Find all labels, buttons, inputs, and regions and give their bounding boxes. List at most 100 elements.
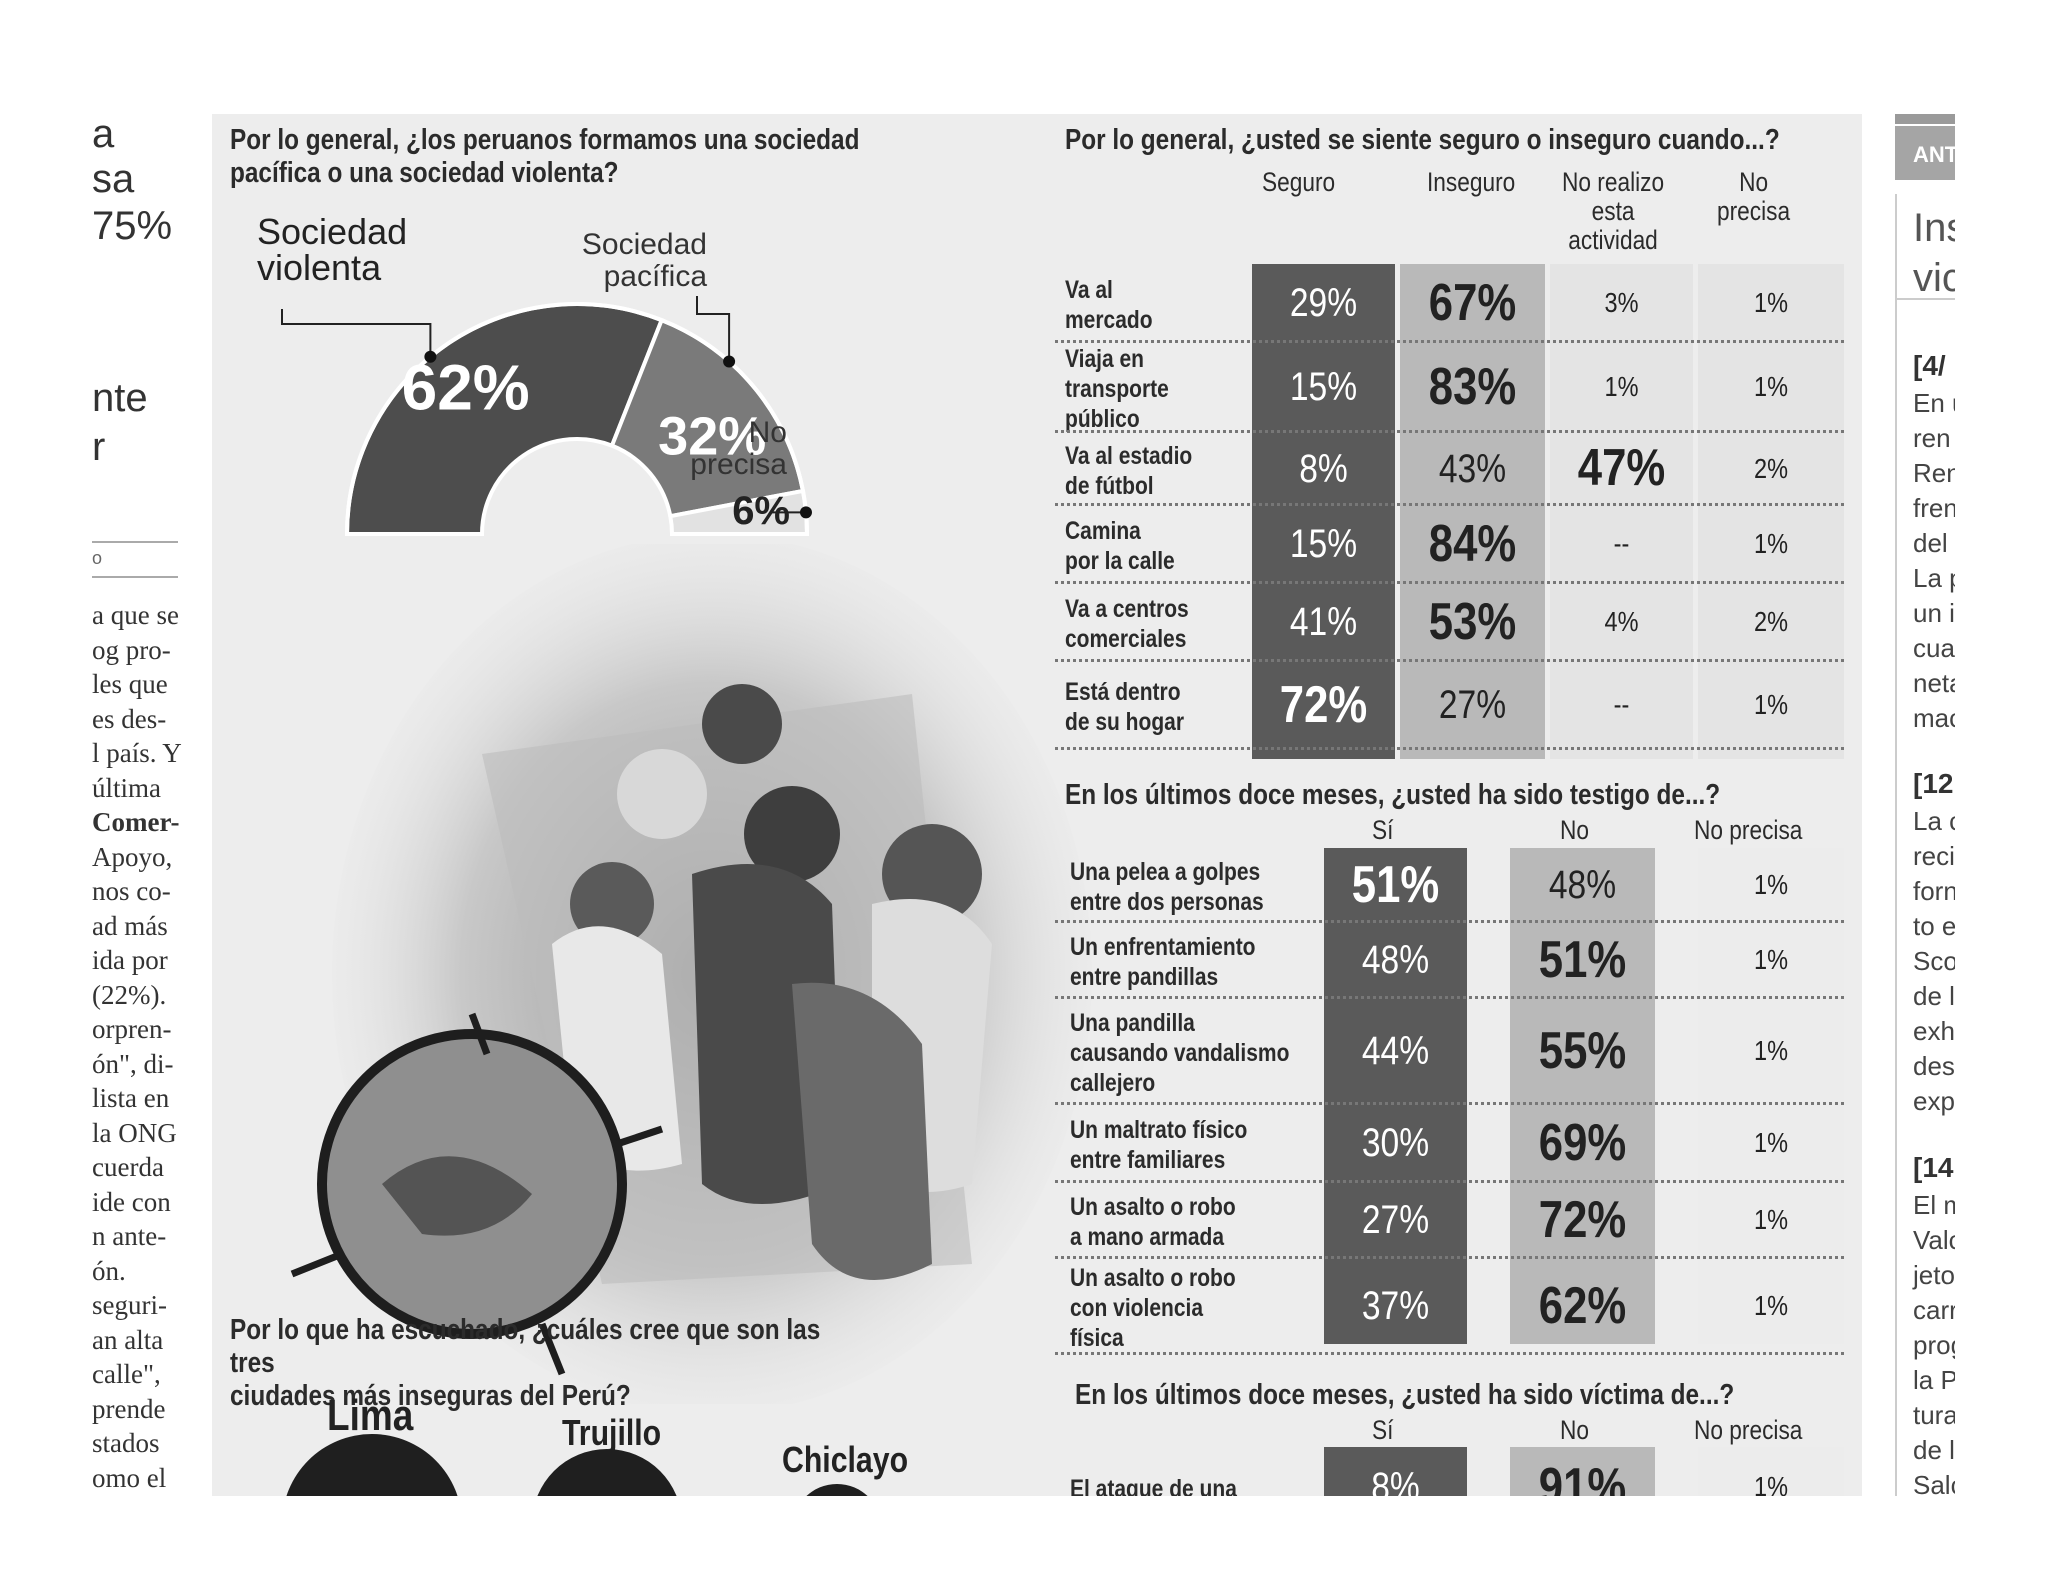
section-line: to ex xyxy=(1913,911,1955,941)
section-line: cua xyxy=(1913,633,1955,663)
section-line: La p xyxy=(1913,563,1955,593)
row-label: Viaja en transporte público xyxy=(1065,344,1169,434)
q1-title: Por lo general, ¿los peruanos formamos u… xyxy=(230,124,859,190)
city-label: Chiclayo xyxy=(782,1439,909,1480)
cell-value: 3% xyxy=(1604,287,1639,319)
left-body-line: es des- xyxy=(92,703,167,734)
row-label-line: público xyxy=(1065,405,1140,433)
left-body-line: seguri- xyxy=(92,1290,167,1320)
row-label-line: de su hogar xyxy=(1065,708,1185,736)
section-line: de la xyxy=(1913,981,1955,1011)
city-bubble xyxy=(792,1484,882,1496)
row-label: Un enfrentamiento entre pandillas xyxy=(1070,932,1256,992)
cell-value: 1% xyxy=(1753,944,1788,976)
cell-value: 72% xyxy=(1538,1190,1627,1249)
column-band xyxy=(1698,1447,1844,1496)
cell-value: 44% xyxy=(1361,1029,1430,1073)
column-header-line: actividad xyxy=(1568,225,1658,255)
section-line: La c xyxy=(1913,806,1955,836)
row-label: Un maltrato físico entre familiares xyxy=(1070,1115,1247,1175)
category-label: No xyxy=(749,416,787,449)
row-label-line: por la calle xyxy=(1065,547,1175,575)
q1-title-line: Por lo general, ¿los peruanos formamos u… xyxy=(230,124,860,156)
left-article-column: a sa 75% nte r o a que se og pro-les que e… xyxy=(92,110,182,1495)
left-body-line: nos co- xyxy=(92,876,171,906)
city-bubble xyxy=(532,1449,682,1496)
column-header-line: Sí xyxy=(1372,815,1394,845)
row-label-line: entre dos personas xyxy=(1070,888,1264,916)
row-label-line: Un asalto o robo xyxy=(1070,1264,1236,1292)
row-label: Un asalto o robo con violencia física xyxy=(1070,1263,1236,1353)
left-body-line: les que xyxy=(92,669,168,699)
section-line: Salc xyxy=(1913,1470,1955,1496)
cell-value: -- xyxy=(1613,689,1630,721)
cell-value: 2% xyxy=(1753,452,1788,484)
section-line: recil xyxy=(1913,841,1955,871)
section-line: un ir xyxy=(1913,598,1955,628)
category-label: pacífica xyxy=(604,260,708,293)
column-header: Inseguro xyxy=(1427,168,1515,197)
row-divider xyxy=(1055,581,1844,584)
left-body-line: prende xyxy=(92,1393,166,1424)
column-header-line: No realizo xyxy=(1562,167,1665,197)
row-label-line: Va al estadio xyxy=(1065,441,1193,470)
section-line: de la xyxy=(1913,1435,1955,1465)
rule xyxy=(92,576,178,578)
column-header-line: Sí xyxy=(1372,1415,1394,1445)
section-line: exp xyxy=(1913,1086,1955,1116)
left-body-line: (22%). xyxy=(92,979,167,1010)
column-header-line: No xyxy=(1739,167,1769,197)
section-line: la Pa xyxy=(1913,1365,1955,1395)
cell-value: 1% xyxy=(1753,869,1788,901)
cell-value: 8% xyxy=(1299,446,1348,491)
row-label-line: Viaja en xyxy=(1065,345,1144,373)
left-body-line: an alta xyxy=(92,1324,164,1355)
row-label-line: entre pandillas xyxy=(1070,963,1219,991)
cell-value: 48% xyxy=(1361,938,1430,982)
cell-value: -- xyxy=(1613,528,1630,560)
row-label-line: El ataque de una xyxy=(1070,1475,1237,1496)
slice-value-label: 62% xyxy=(402,352,530,424)
column-header: No precisa xyxy=(1694,816,1802,845)
semicircle-donut-chart: 62%32%SociedadviolentaSociedadpacíficaNo… xyxy=(257,211,812,536)
section-line: del I xyxy=(1913,528,1955,558)
column-band xyxy=(1550,264,1693,759)
column-band xyxy=(1324,1447,1467,1496)
column-band xyxy=(1510,848,1655,1344)
left-body-text: a que se og pro-les que es des-l país. Y úl… xyxy=(92,598,182,1495)
leader-line xyxy=(696,296,731,362)
row-divider xyxy=(1055,1352,1844,1355)
column-header: No precisa xyxy=(1694,1416,1802,1445)
cell-value: 91% xyxy=(1538,1457,1627,1496)
section-line: prog xyxy=(1913,1330,1955,1360)
row-label: El ataque de una xyxy=(1070,1474,1237,1496)
column-header-line: No xyxy=(1560,815,1589,845)
left-body-line: stados xyxy=(92,1428,160,1458)
cell-value: 8% xyxy=(1371,1465,1420,1496)
cell-value: 84% xyxy=(1428,514,1517,573)
row-label-line: Un asalto o robo xyxy=(1070,1193,1236,1221)
row-label-line: Está dentro xyxy=(1065,678,1181,706)
column-header: Sí xyxy=(1372,1416,1393,1445)
section-date: [12 xyxy=(1913,768,1954,799)
category-label: Sociedad xyxy=(582,228,707,261)
donut-outline xyxy=(345,302,809,535)
row-label-line: física xyxy=(1070,1324,1124,1352)
right-article-column: ANT Ins vic [4/En u ren a Ren fren del I La p… xyxy=(1895,114,1955,1496)
q3-title: En los últimos doce meses, ¿usted ha sid… xyxy=(1065,779,1721,811)
headline-fragment: vic xyxy=(1913,256,1955,300)
row-divider xyxy=(1055,996,1844,999)
left-fragment: sa xyxy=(92,157,135,201)
row-label-line: entre familiares xyxy=(1070,1146,1226,1174)
left-body-line: calle", xyxy=(92,1359,161,1389)
row-divider xyxy=(1055,1102,1844,1105)
cell-value: 4% xyxy=(1604,606,1639,638)
row-label-line: Va al xyxy=(1065,276,1113,304)
left-fragment: r xyxy=(92,425,106,469)
row-label: Una pelea a golpes entre dos personas xyxy=(1070,857,1264,917)
column-band xyxy=(1510,1447,1655,1496)
row-label-line: Una pandilla xyxy=(1070,1009,1195,1037)
left-body-line: l país. Y xyxy=(92,738,182,768)
row-label-line: de fútbol xyxy=(1065,471,1154,500)
cell-value: 69% xyxy=(1538,1113,1627,1172)
